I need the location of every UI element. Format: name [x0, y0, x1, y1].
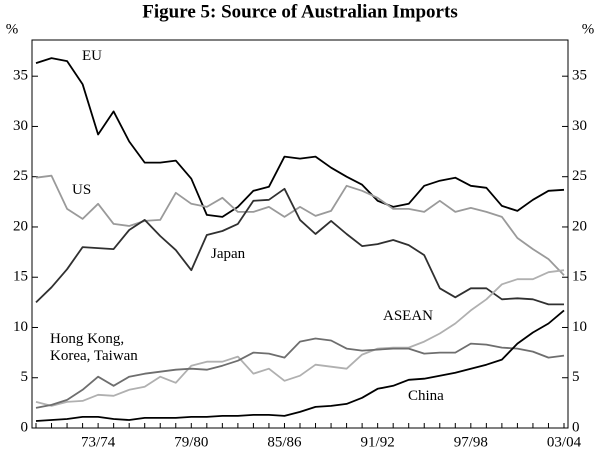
y-tick-label-left: 30 — [13, 118, 28, 134]
y-tick-label-right: 5 — [572, 369, 580, 385]
series-label: EU — [82, 48, 102, 64]
series-label: Hong Kong, Korea, Taiwan — [50, 331, 138, 364]
y-tick-label-left: 15 — [13, 269, 28, 285]
y-tick-label-right: 15 — [572, 269, 587, 285]
y-tick-label-left: 5 — [21, 369, 29, 385]
y-tick-label-right: 10 — [572, 319, 587, 335]
y-label-right: % — [582, 21, 595, 37]
x-tick-label: 85/86 — [267, 434, 302, 450]
series-line — [35, 269, 565, 407]
y-tick-label-left: 25 — [13, 168, 28, 184]
series-label: Japan — [211, 246, 246, 262]
x-tick-label: 91/92 — [361, 434, 395, 450]
x-tick-label: 03/04 — [547, 434, 582, 450]
y-tick-label-right: 20 — [572, 218, 587, 234]
series-line — [35, 309, 565, 422]
series-line — [35, 337, 565, 409]
series-line — [35, 187, 564, 306]
y-tick-label-left: 0 — [21, 419, 29, 435]
series-label: ASEAN — [383, 308, 434, 324]
chart-title: Figure 5: Source of Australian Imports — [142, 1, 457, 22]
y-label-left: % — [6, 21, 19, 37]
x-tick-label: 79/80 — [174, 434, 208, 450]
series-label: China — [408, 388, 444, 404]
y-tick-label-right: 30 — [572, 118, 587, 134]
series-label: US — [72, 182, 92, 198]
y-tick-label-right: 25 — [572, 168, 587, 184]
y-tick-label-left: 20 — [13, 218, 28, 234]
x-tick-label: 73/74 — [81, 434, 116, 450]
x-tick-label: 97/98 — [454, 434, 488, 450]
y-tick-label-left: 10 — [13, 319, 28, 335]
y-tick-label-left: 35 — [13, 68, 28, 84]
plot-frame — [31, 39, 569, 429]
series-line — [35, 57, 565, 218]
series-line — [35, 174, 565, 276]
y-tick-label-right: 0 — [572, 419, 580, 435]
y-tick-label-right: 35 — [572, 68, 587, 84]
